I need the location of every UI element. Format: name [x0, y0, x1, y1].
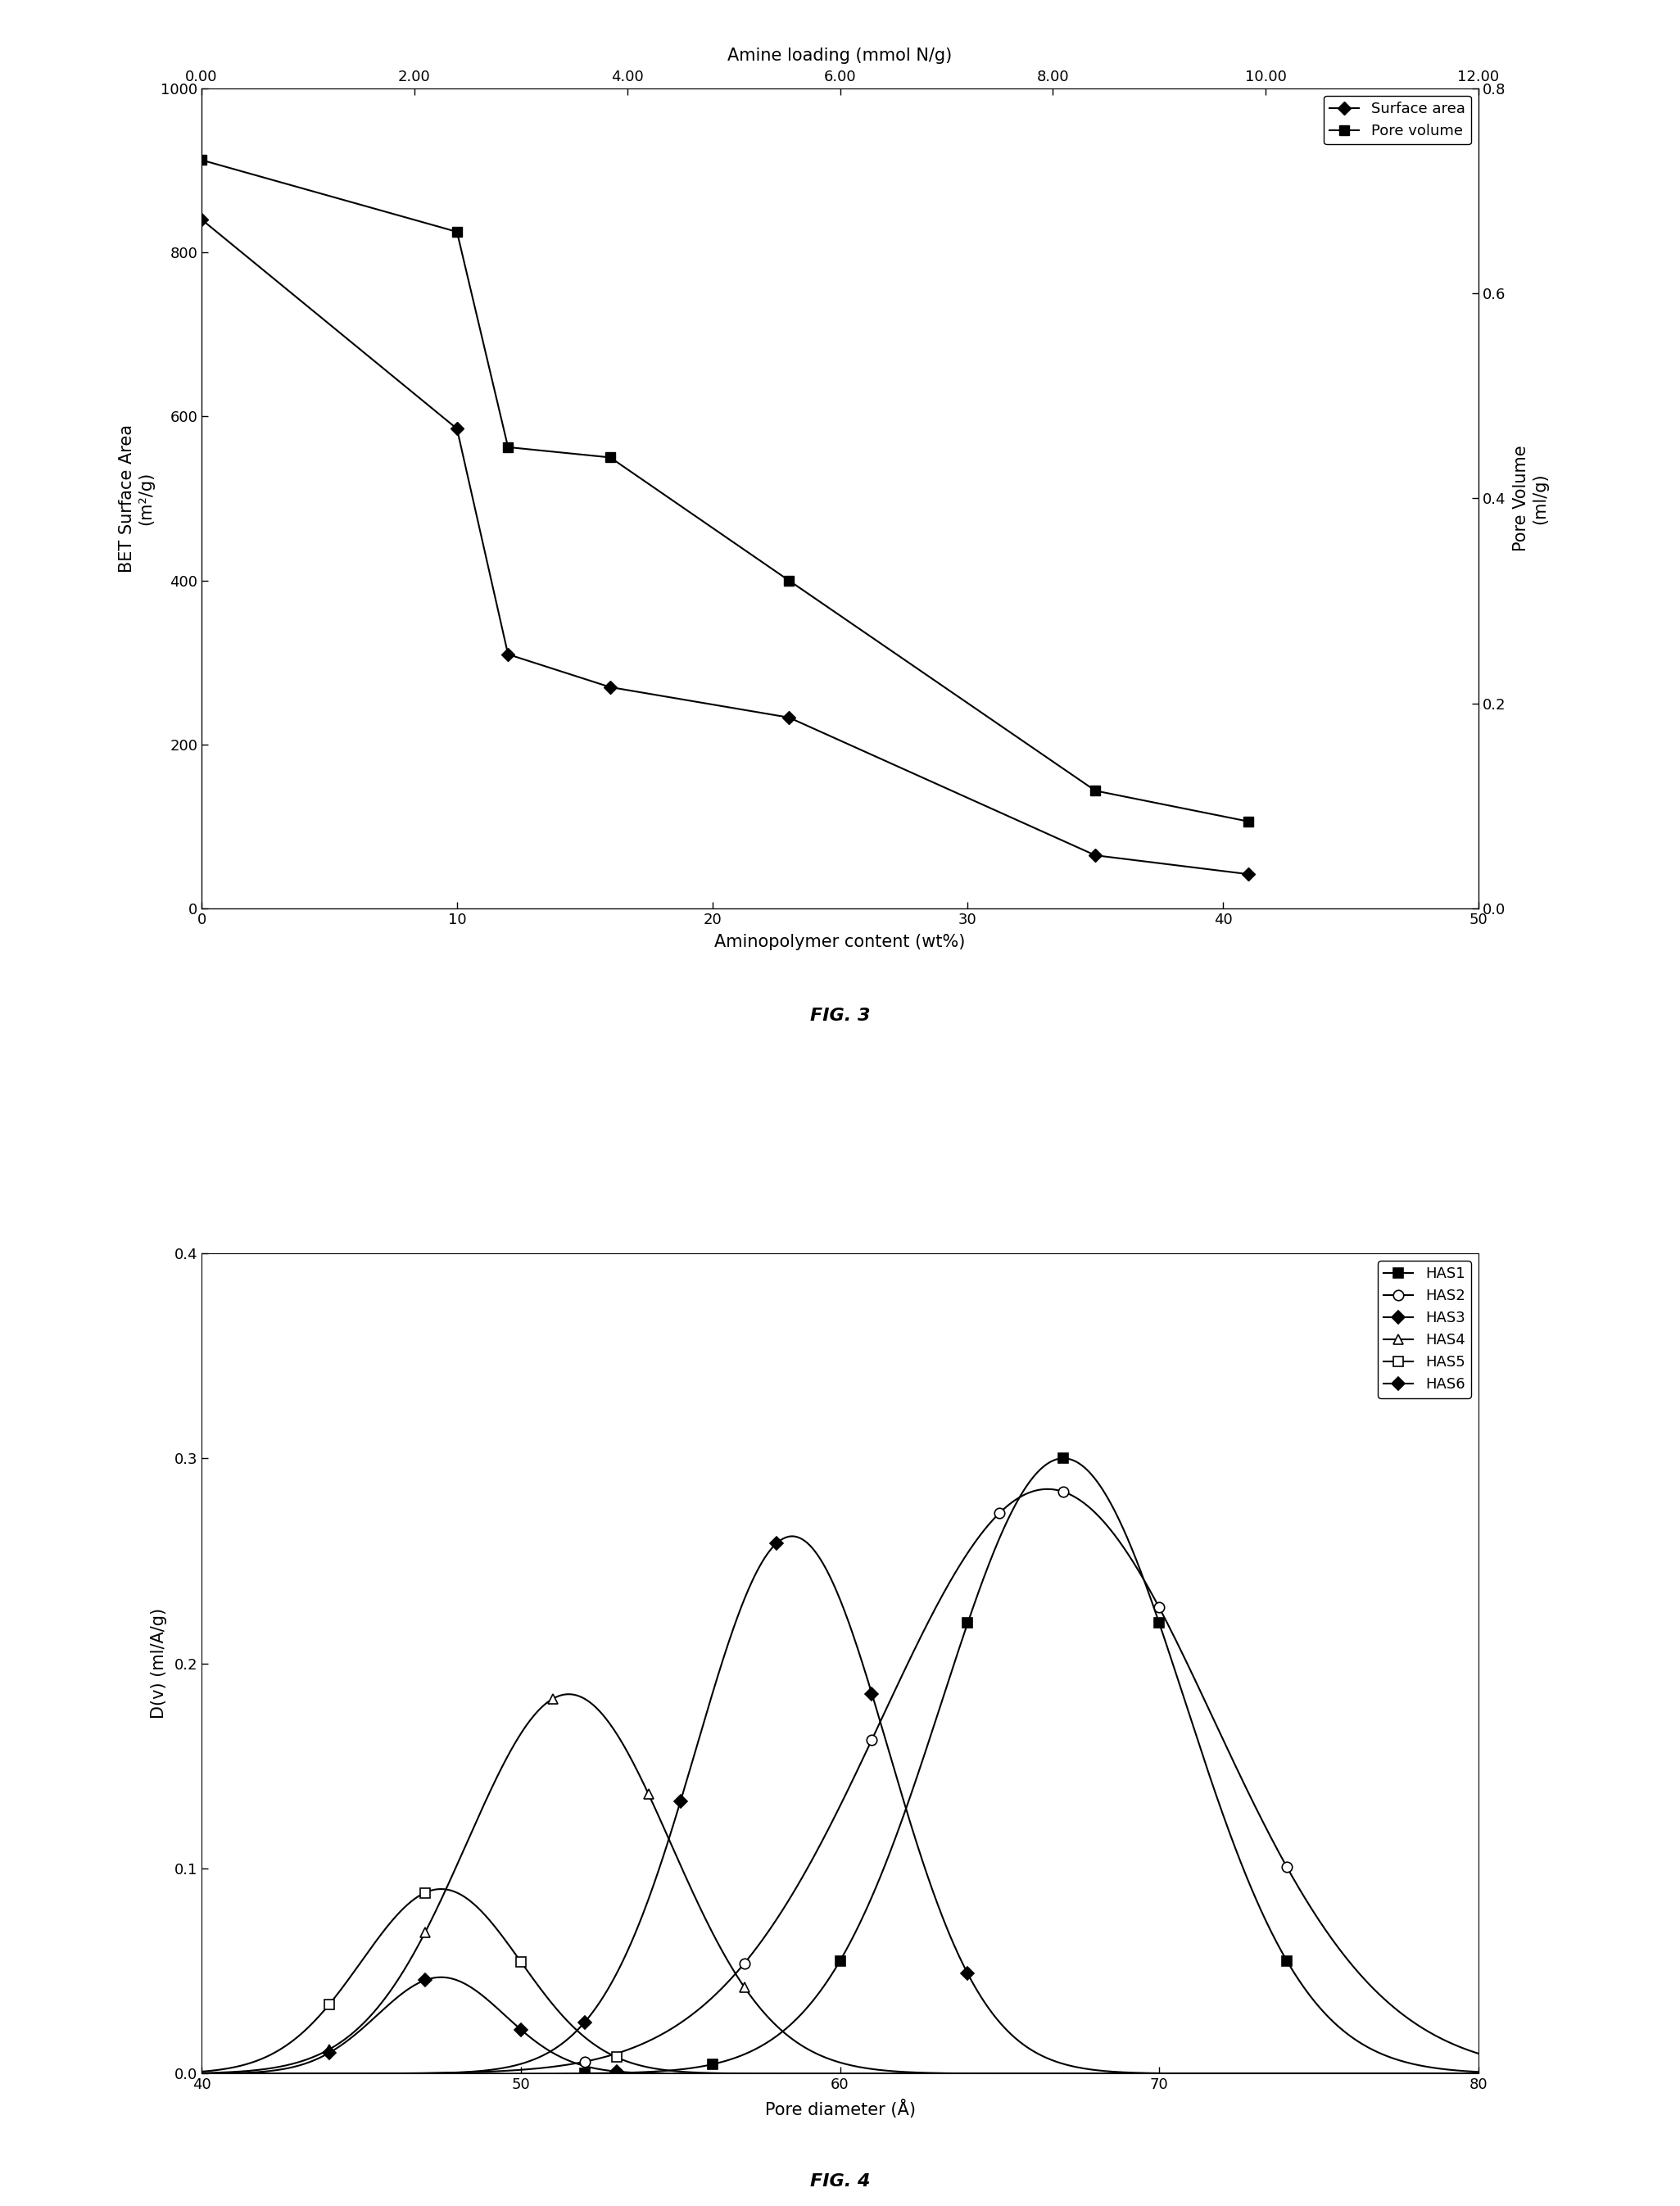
Surface area: [600, 673, 620, 699]
Y-axis label: D(v) (ml/A/g): D(v) (ml/A/g): [151, 1608, 168, 1718]
Pore volume: [780, 567, 800, 593]
Surface area: [1238, 860, 1258, 887]
Surface area: [192, 207, 212, 234]
Surface area: [497, 642, 517, 668]
Pore volume: [1238, 807, 1258, 834]
Pore volume: [497, 435, 517, 461]
Line: Surface area: Surface area: [197, 214, 1253, 878]
Line: Pore volume: Pore volume: [197, 154, 1253, 825]
Surface area: [1085, 843, 1105, 869]
X-axis label: Pore diameter (Å): Pore diameter (Å): [764, 2100, 916, 2118]
Surface area: [780, 704, 800, 730]
Legend: HAS1, HAS2, HAS3, HAS4, HAS5, HAS6: HAS1, HAS2, HAS3, HAS4, HAS5, HAS6: [1378, 1260, 1472, 1399]
Pore volume: [1085, 777, 1105, 803]
Pore volume: [447, 218, 467, 245]
Legend: Surface area, Pore volume: Surface area, Pore volume: [1324, 95, 1472, 143]
Pore volume: [192, 148, 212, 174]
Surface area: [447, 415, 467, 441]
Text: FIG. 4: FIG. 4: [810, 2173, 870, 2188]
X-axis label: Amine loading (mmol N/g): Amine loading (mmol N/g): [727, 46, 953, 64]
X-axis label: Aminopolymer content (wt%): Aminopolymer content (wt%): [714, 933, 966, 951]
Y-axis label: Pore Volume
(ml/g): Pore Volume (ml/g): [1512, 446, 1547, 552]
Text: FIG. 3: FIG. 3: [810, 1008, 870, 1024]
Pore volume: [600, 443, 620, 470]
Y-axis label: BET Surface Area
(m²/g): BET Surface Area (m²/g): [119, 424, 155, 574]
